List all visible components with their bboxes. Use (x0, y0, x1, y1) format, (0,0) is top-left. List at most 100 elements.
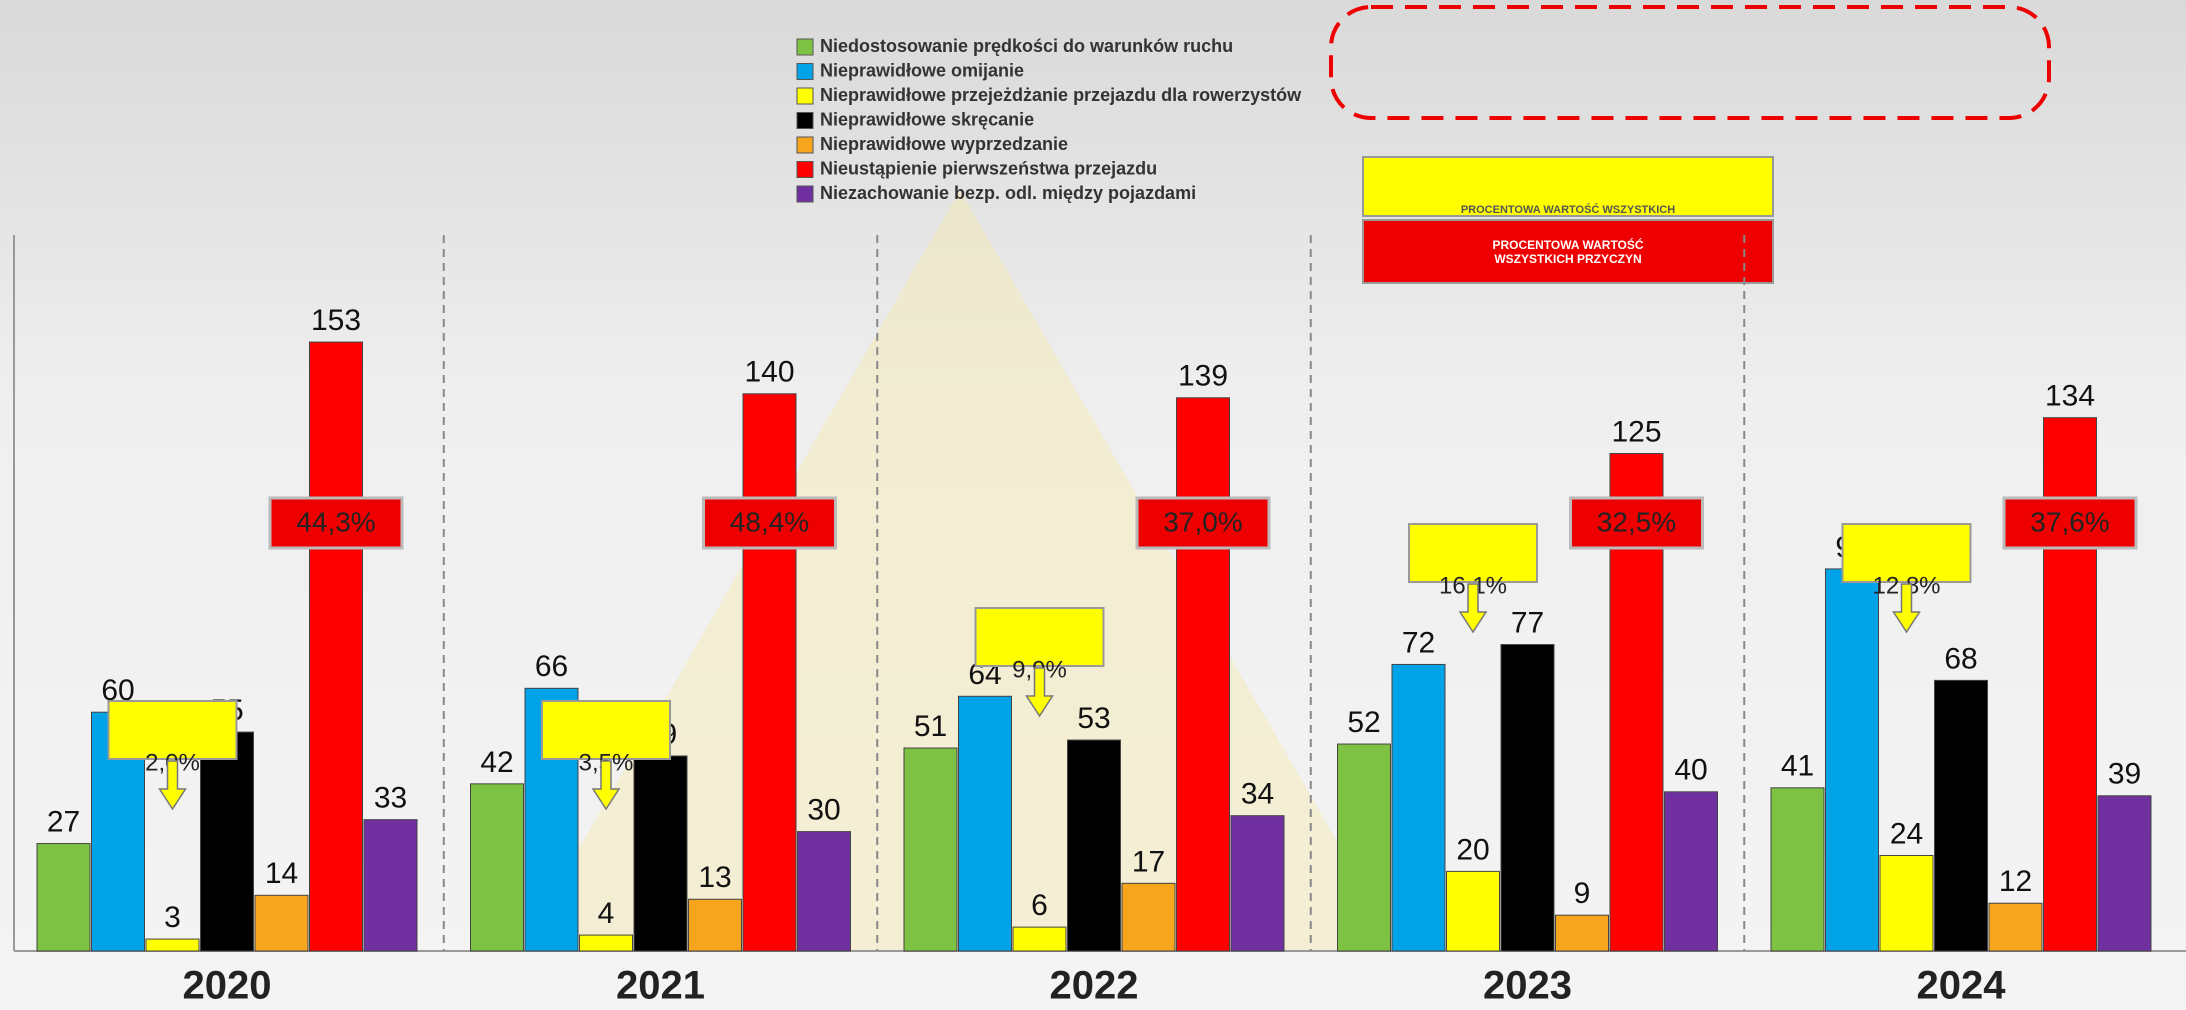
bar (2097, 795, 2152, 952)
legend-swatch (796, 87, 814, 105)
data-label: 9 (1574, 877, 1591, 910)
legend-label: Nieustąpienie pierwszeństwa przejazdu (820, 158, 1157, 178)
x-tick-label: 2021 (616, 964, 705, 1008)
share-arrow (1025, 667, 1054, 718)
bar (688, 898, 742, 952)
data-label: 14 (265, 857, 298, 890)
legend-label: Nieprawidłowe wyprzedzanie (820, 134, 1068, 154)
key-box-red-text: PROCENTOWA WARTOŚĆ WSZYSTKICH PRZYCZYN (1492, 237, 1644, 266)
data-label: 42 (480, 746, 513, 779)
bar (36, 843, 91, 952)
bar (1770, 787, 1825, 952)
share-box-red (2002, 496, 2138, 550)
legend-swatch (796, 161, 814, 178)
key-box-yellow-text: PROCENTOWA WARTOŚĆ WSZYSTKICH (1461, 203, 1675, 216)
bar (1012, 926, 1067, 952)
share-box-yellow (107, 700, 238, 760)
bar (1121, 882, 1176, 952)
dashed-highlight (1329, 5, 2051, 120)
share-box-yellow (974, 607, 1105, 667)
bar (1879, 854, 1934, 952)
data-label: 13 (698, 861, 731, 894)
data-label: 77 (1511, 606, 1544, 639)
key-box-red (1362, 219, 1774, 284)
legend-label: Nieprawidłowe przejeżdżanie przejazdu dl… (820, 85, 1302, 105)
data-label: 20 (1456, 833, 1489, 866)
share-box-red (268, 496, 404, 550)
data-label: 27 (47, 805, 80, 838)
share-arrow (158, 760, 187, 811)
bar (200, 731, 254, 952)
share-label-red: 44,3% (296, 506, 375, 537)
bar (958, 695, 1012, 952)
bar (1825, 568, 1879, 952)
legend-swatch (796, 136, 814, 154)
bar (1555, 914, 1609, 952)
data-label: 12 (1999, 865, 2032, 898)
data-label: 53 (1077, 702, 1110, 735)
legend-swatch (796, 112, 814, 129)
bar (1934, 679, 1988, 952)
data-label: 39 (2108, 758, 2141, 791)
share-box-yellow (1841, 523, 1972, 583)
share-label-red: 37,0% (1163, 506, 1242, 537)
share-box-red (1135, 496, 1271, 550)
share-box-yellow (1408, 523, 1538, 583)
data-label: 140 (744, 356, 794, 389)
key-box-red-holder: PROCENTOWA WARTOŚĆ WSZYSTKICH PRZYCZYN (1492, 237, 1644, 266)
data-label: 51 (914, 710, 947, 743)
data-label: 66 (535, 650, 568, 683)
bar (797, 831, 851, 952)
share-box-red (1569, 496, 1704, 550)
x-tick-label: 2024 (1917, 964, 2007, 1008)
legend-label: Nieprawidłowe omijanie (820, 60, 1024, 80)
bar (470, 783, 524, 952)
data-label: 30 (807, 794, 840, 827)
bar (1664, 791, 1718, 952)
legend-swatch (796, 63, 814, 80)
data-label: 41 (1781, 750, 1814, 783)
bar (1391, 663, 1446, 952)
data-label: 68 (1944, 642, 1977, 675)
legend-swatch (796, 38, 814, 56)
x-tick-label: 2023 (1483, 964, 1572, 1008)
bar (1230, 815, 1285, 952)
data-label: 17 (1132, 845, 1165, 878)
share-label-red: 48,4% (730, 506, 809, 537)
bar (742, 393, 797, 952)
data-label: 3 (164, 901, 181, 934)
data-label: 125 (1611, 415, 1661, 448)
legend-label: Niezachowanie bezp. odl. między pojazdam… (820, 183, 1196, 203)
share-arrow (591, 760, 621, 811)
bar (363, 819, 418, 952)
data-label: 72 (1402, 626, 1435, 659)
share-arrow (1892, 583, 1921, 634)
share-label-red: 32,5% (1597, 506, 1676, 537)
bar (1446, 870, 1500, 952)
share-arrow (1458, 583, 1488, 634)
share-box-yellow (541, 700, 671, 760)
data-label: 52 (1347, 706, 1380, 739)
data-label: 139 (1178, 360, 1228, 393)
data-label: 24 (1890, 817, 1923, 850)
bar (1176, 397, 1230, 952)
data-label: 34 (1241, 778, 1274, 811)
bar (903, 747, 958, 952)
bar (309, 341, 363, 952)
x-tick-label: 2020 (183, 964, 272, 1008)
data-label: 134 (2045, 380, 2095, 413)
legend-label: Nieprawidłowe skręcanie (820, 109, 1034, 129)
bar (145, 938, 200, 952)
data-label: 6 (1031, 889, 1048, 922)
bar (1500, 644, 1555, 952)
data-label: 40 (1674, 754, 1707, 787)
bar (254, 894, 309, 952)
data-label: 33 (374, 782, 407, 815)
bar (1988, 902, 2043, 952)
x-tick-label: 2022 (1050, 964, 1139, 1008)
bar (1337, 743, 1391, 952)
legend-swatch (796, 185, 814, 203)
share-label-red: 37,6% (2030, 506, 2109, 537)
